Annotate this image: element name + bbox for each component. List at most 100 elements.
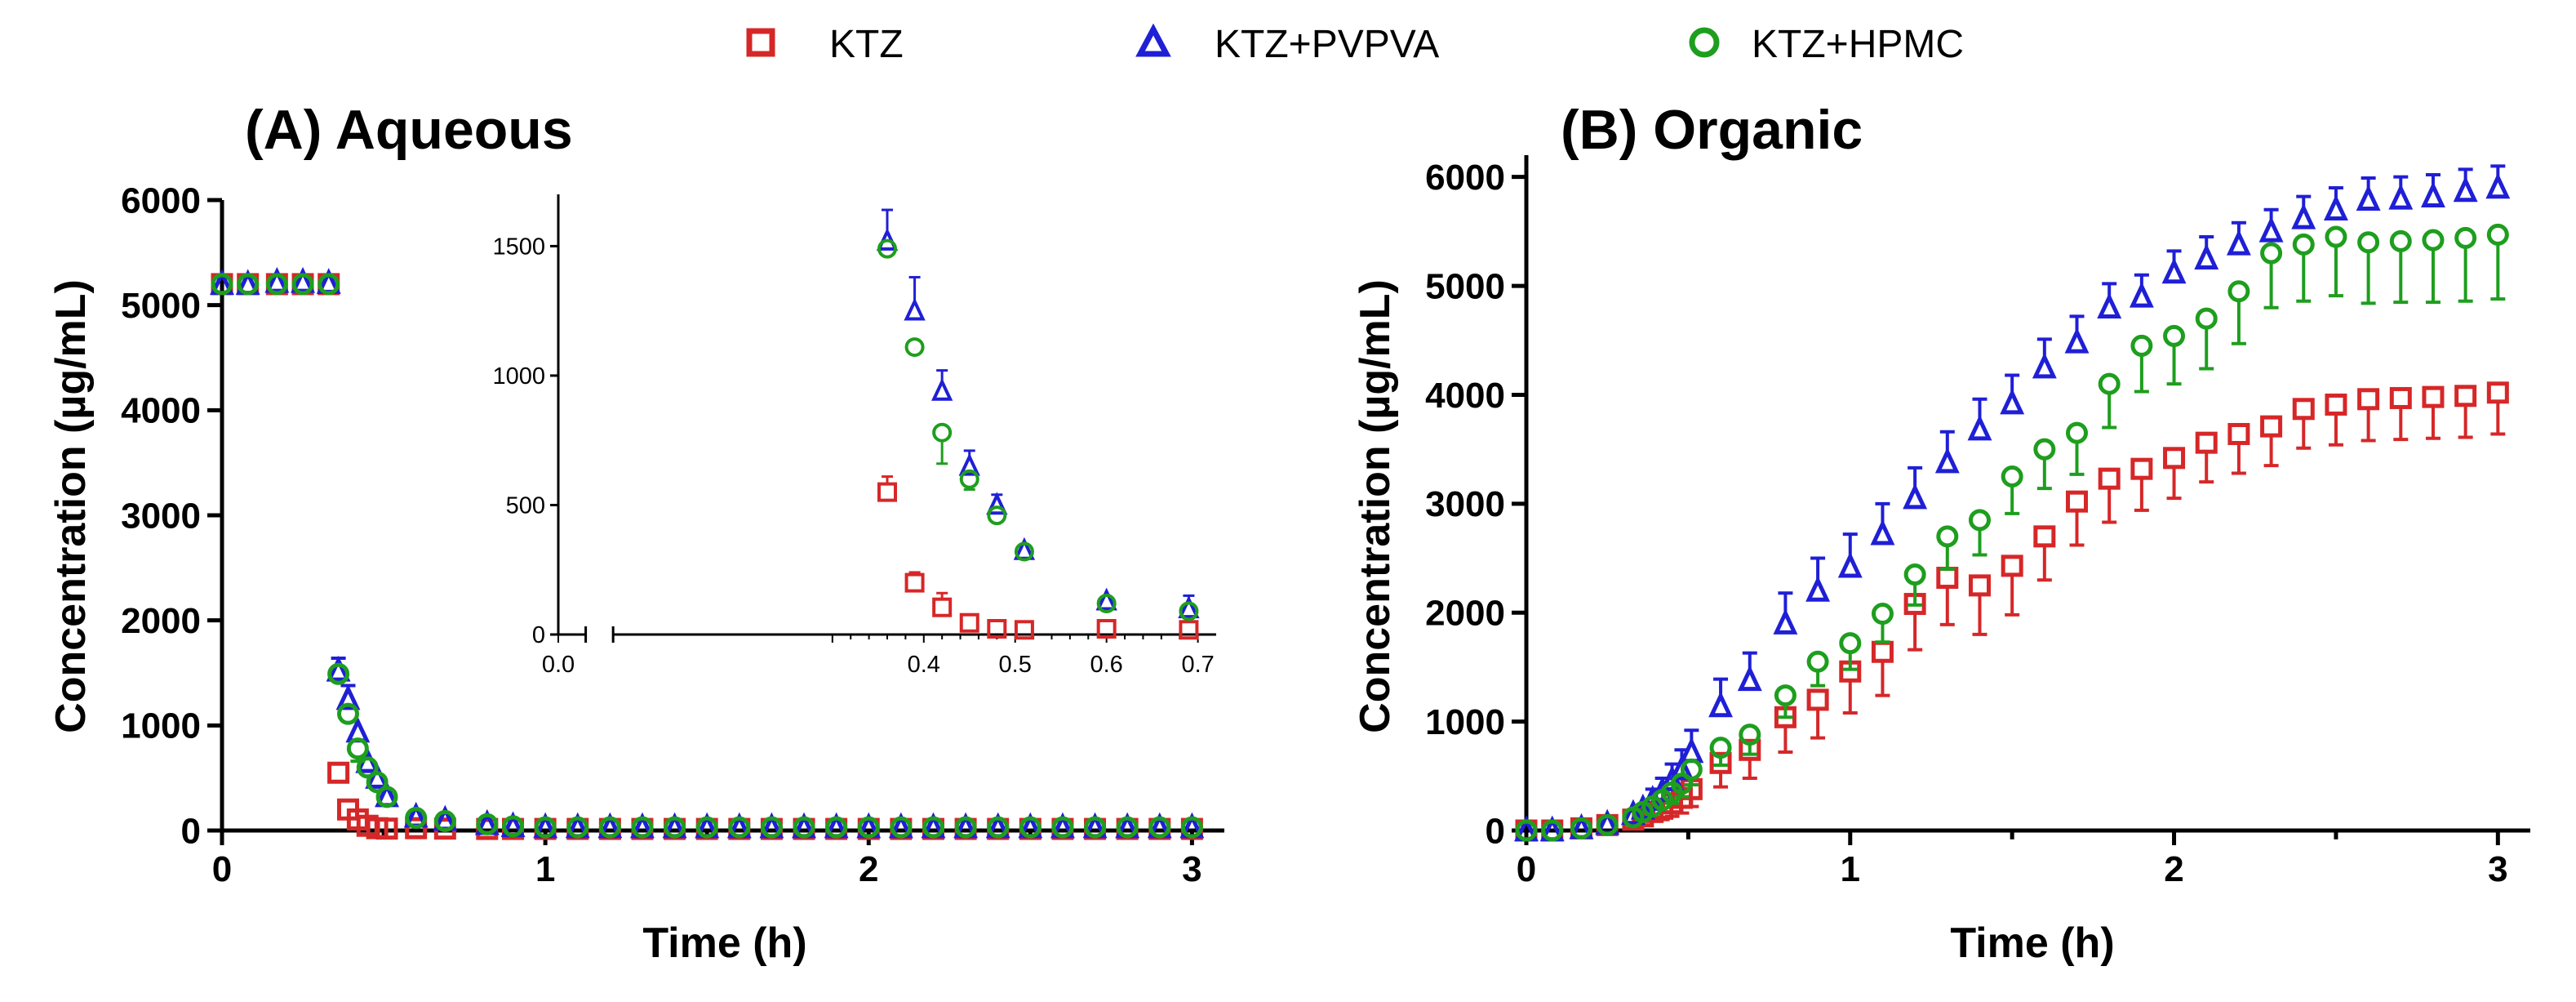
panel-b-point-ktz-pvpva xyxy=(1737,665,1762,692)
legend-marker-circle xyxy=(1689,27,1720,58)
panel-a-point-ktz-hpmc xyxy=(922,816,944,839)
panel-a-point-ktz-hpmc xyxy=(1051,816,1074,839)
inset-point-ktz xyxy=(904,572,925,593)
inset-point-ktz xyxy=(1096,619,1117,639)
panel-a-point-ktz xyxy=(375,817,398,840)
panel-a-series-ktz-hpmc xyxy=(211,273,1203,839)
inset-point-ktz-hpmc xyxy=(932,422,953,443)
panel-a-point-ktz-hpmc xyxy=(760,816,783,839)
panel-a-point-ktz-pvpva xyxy=(291,266,315,293)
panel-b-point-ktz-hpmc xyxy=(1871,603,1894,626)
panel-b-point-ktz-hpmc xyxy=(2357,231,2380,254)
panel-b-point-ktz-pvpva xyxy=(2453,176,2478,203)
panel-a-ylabel: Concentration (µg/mL) xyxy=(47,279,95,733)
panel-a-point-ktz-hpmc xyxy=(346,737,369,760)
panel-b-point-ktz xyxy=(2195,431,2218,454)
panel-b-point-ktz xyxy=(2422,385,2445,408)
panel-b-point-ktz-pvpva xyxy=(2388,183,2414,210)
panel-a-point-ktz-hpmc xyxy=(631,816,654,839)
panel-b-point-ktz xyxy=(1871,640,1894,663)
panel-a-point-ktz-hpmc xyxy=(237,273,260,296)
panel-a-point-ktz-hpmc xyxy=(476,813,499,835)
inset-point-ktz-hpmc xyxy=(987,505,1007,526)
panel-b-point-ktz-hpmc xyxy=(1903,563,1926,586)
panel-a-y-tick-label: 5000 xyxy=(121,286,201,326)
legend-label-ktz-hpmc: KTZ+HPMC xyxy=(1752,23,1964,66)
panel-b-point-ktz-pvpva xyxy=(1837,551,1863,578)
panel-a-point-ktz-hpmc xyxy=(211,273,233,296)
panel-a-x-tick-label: 0 xyxy=(212,849,232,889)
panel-b-point-ktz xyxy=(2227,422,2250,445)
legend-marker-triangle xyxy=(1135,23,1171,57)
panel-b-point-ktz-hpmc xyxy=(2486,223,2509,246)
panel-b-point-ktz-hpmc xyxy=(1515,819,1538,842)
panel-b-point-ktz-hpmc xyxy=(2163,324,2186,347)
panel-b-x-tick-label: 0 xyxy=(1517,849,1536,889)
panel-b-point-ktz-hpmc xyxy=(2098,372,2121,395)
panel-a-point-ktz-hpmc xyxy=(1180,816,1203,839)
panel-b-point-ktz-hpmc xyxy=(2454,226,2477,249)
panel-a-series-ktz xyxy=(211,273,1203,840)
panel-b-point-ktz-pvpva xyxy=(2064,327,2090,354)
inset-point-ktz xyxy=(1179,620,1199,640)
panel-a-point-ktz-hpmc xyxy=(793,816,815,839)
inset-point-ktz xyxy=(1014,620,1034,640)
panel-b-y-tick-label: 0 xyxy=(1486,811,1505,851)
panel-b-point-ktz xyxy=(2130,457,2153,480)
panel-a-xlabel: Time (h) xyxy=(642,920,806,967)
panel-a-point-ktz-hpmc xyxy=(1148,816,1171,839)
panel-a-point-ktz xyxy=(405,817,428,839)
panel-b-point-ktz xyxy=(2066,490,2089,513)
panel-b-point-ktz-pvpva xyxy=(2129,281,2154,308)
panel-b-point-ktz xyxy=(2163,447,2186,470)
panel-a-point-ktz-hpmc xyxy=(502,815,525,838)
panel-b-point-ktz-pvpva xyxy=(1669,754,1694,781)
panel-b-point-ktz-pvpva xyxy=(1805,576,1831,602)
panel-a-point-ktz-hpmc xyxy=(825,816,848,839)
panel-b-marks xyxy=(1514,164,2511,842)
panel-a-title: (A) Aqueous xyxy=(245,99,573,161)
panel-a-x-tick-label: 2 xyxy=(859,849,878,889)
panel-b-point-ktz xyxy=(2325,393,2347,416)
panel-a-point-ktz-hpmc xyxy=(318,273,340,296)
panel-b-point-ktz xyxy=(1806,688,1829,711)
inset-point-ktz-pvpva xyxy=(904,297,926,321)
panel-a-point-ktz-hpmc xyxy=(433,809,456,832)
panel-a-point-ktz-pvpva xyxy=(326,655,351,682)
panel-b-point-ktz-pvpva xyxy=(1967,414,1992,441)
panel-a-y-tick-label: 3000 xyxy=(121,496,201,536)
inset-point-ktz-pvpva xyxy=(958,452,980,476)
panel-b-x-tick-label: 1 xyxy=(1841,849,1860,889)
panel-b-point-ktz-hpmc xyxy=(1570,817,1592,839)
inset-x-tick-label: 0.6 xyxy=(1090,652,1123,678)
panel-a-point-ktz-hpmc xyxy=(1019,816,1042,839)
panel-a-point-ktz-hpmc xyxy=(327,662,350,685)
inset-point-ktz-pvpva xyxy=(1178,595,1200,619)
panel-a-point-ktz-hpmc xyxy=(1116,816,1139,839)
inset-point-ktz-hpmc xyxy=(877,238,897,259)
panel-b-point-ktz-hpmc xyxy=(2389,229,2412,252)
panel-b-point-ktz xyxy=(1968,574,1991,597)
panel-b-point-ktz-hpmc xyxy=(2292,233,2315,256)
panel-a-point-ktz-hpmc xyxy=(695,816,718,839)
panel-b-y-tick-label: 1000 xyxy=(1425,702,1505,742)
panel-a-point-ktz-hpmc xyxy=(566,816,589,839)
panel-b-point-ktz xyxy=(2033,525,2056,548)
panel-b-point-ktz-pvpva xyxy=(1870,519,1895,546)
panel-a-y-tick-label: 1000 xyxy=(121,706,201,746)
panel-a-marks xyxy=(210,266,1205,840)
panel-b-title: (B) Organic xyxy=(1561,99,1863,161)
panel-a-point-ktz-hpmc xyxy=(954,816,977,839)
panel-b-point-ktz xyxy=(2260,415,2283,438)
panel-b-point-ktz-pvpva xyxy=(2097,292,2122,318)
panel-b-x-tick-label: 3 xyxy=(2488,849,2507,889)
panel-a-point-ktz-hpmc xyxy=(534,816,557,839)
panel-b-axes: 0 1000 2000 3000 4000 5000 6000 0 1 2 3 xyxy=(1425,155,2530,889)
panel-b-series-ktz-hpmc xyxy=(1515,223,2509,842)
panel-a-point-ktz-hpmc xyxy=(375,786,398,808)
panel-b-point-ktz-hpmc xyxy=(2422,229,2445,252)
panel-b-y-tick-label: 4000 xyxy=(1425,376,1505,416)
panel-b-point-ktz-hpmc xyxy=(2033,438,2056,461)
panel-a-point-ktz-hpmc xyxy=(405,807,428,830)
